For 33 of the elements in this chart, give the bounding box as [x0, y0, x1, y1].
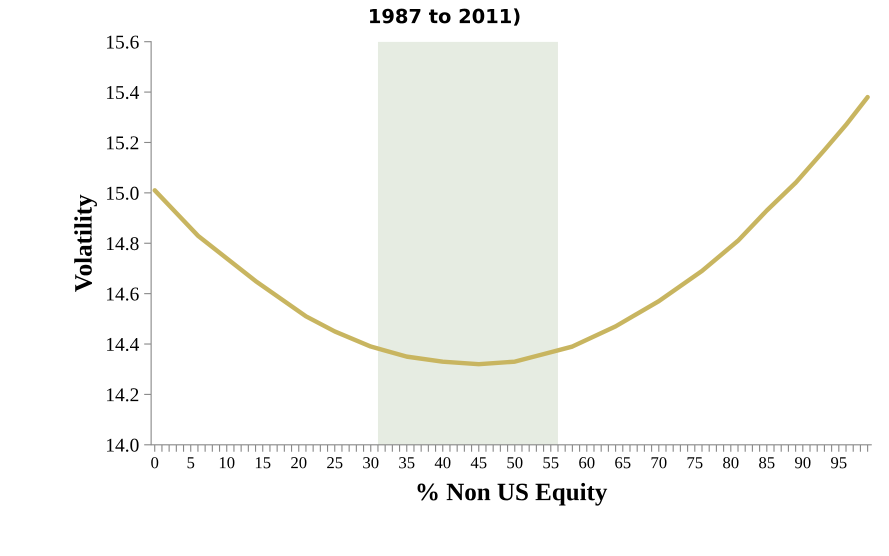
- x-tick-label: 70: [652, 457, 666, 468]
- y-tick-label: 15.6: [107, 36, 139, 49]
- x-tick-label: 35: [399, 457, 414, 468]
- x-tick-label: 85: [759, 457, 774, 468]
- x-tick-label: 50: [507, 457, 522, 468]
- x-tick-label: 25: [327, 457, 342, 468]
- y-tick-label: 14.4: [107, 338, 140, 352]
- x-tick-label: 65: [615, 457, 630, 468]
- chart-title: 1987 to 2011): [370, 8, 520, 26]
- y-axis-title: Volatility: [74, 194, 97, 292]
- y-tick-label: 15.0: [107, 186, 139, 200]
- x-axis-title: % Non US Equity: [418, 482, 608, 506]
- x-tick-label: 15: [256, 457, 270, 468]
- y-tick-label: 15.2: [107, 136, 138, 150]
- x-tick-label: 95: [831, 457, 846, 468]
- y-tick-label: 15.4: [107, 86, 140, 100]
- line-series: [152, 94, 870, 366]
- y-tick-label: 14.8: [107, 237, 139, 250]
- x-tick-label: 55: [543, 457, 558, 468]
- x-tick-label: 20: [291, 457, 306, 468]
- x-tick-label: 45: [470, 457, 486, 468]
- x-tick-label: 90: [795, 457, 811, 468]
- x-tick-label: 0: [151, 457, 158, 468]
- y-tick-label: 14.6: [107, 288, 139, 301]
- x-tick-label: 5: [188, 457, 194, 468]
- x-tick-label: 10: [220, 457, 234, 468]
- x-tick-label: 30: [363, 457, 378, 468]
- y-tick-label: 14.2: [107, 388, 138, 402]
- x-tick-label: 40: [434, 457, 450, 468]
- y-tick-label: 14.0: [107, 438, 139, 452]
- x-tick-label: 60: [579, 457, 594, 468]
- x-tick-label: 75: [688, 457, 702, 468]
- x-tick-label: 80: [723, 457, 738, 468]
